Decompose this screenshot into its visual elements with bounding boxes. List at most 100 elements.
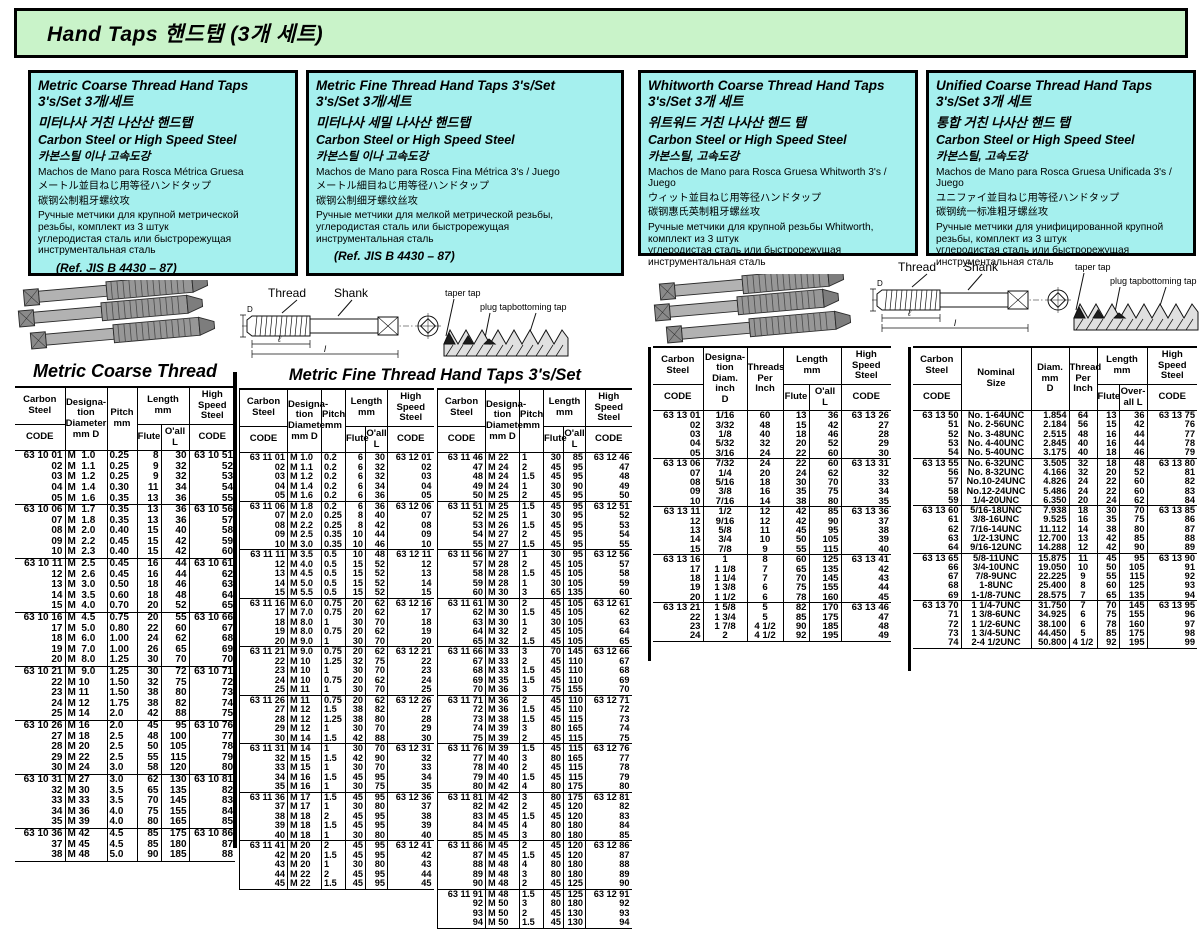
header-cell: CODE [840, 384, 892, 412]
cell: 45 [543, 840, 564, 851]
cell: 63 11 16 [239, 597, 288, 609]
cell: M 14 [287, 743, 322, 754]
cell: 89 [472, 869, 483, 879]
cell: 42 [345, 733, 366, 744]
table-row: 37 M 17 1 30 80 37 [240, 802, 434, 812]
cell: 1 [519, 452, 544, 463]
table-row: 69 M 35 1.5 45 110 69 [438, 675, 632, 686]
cell: 95 [562, 500, 586, 512]
cell: 96 [1146, 610, 1198, 620]
cell: 85 [1096, 628, 1119, 639]
cell: 32 [51, 785, 63, 796]
cell: 04 [387, 481, 434, 492]
plug-tap-label: plug tap [1110, 276, 1142, 286]
cell: 1 5/8 [702, 602, 747, 613]
cell: 145 [808, 574, 842, 584]
cell: 93 [585, 908, 632, 919]
table-row: 24 M 10 0.75 20 62 24 [240, 675, 434, 686]
cell: 1 [321, 830, 346, 841]
cell: M 17 [287, 791, 322, 803]
cell: 54 [472, 530, 483, 540]
header-cell: Over- all L [1118, 384, 1148, 412]
cell: 3 [519, 830, 544, 841]
cell: 2 [321, 811, 346, 822]
cell: 34 [364, 481, 388, 492]
cell: 02 [387, 462, 434, 473]
cell: 63 10 01 [23, 450, 63, 462]
cell: 55 [160, 612, 190, 624]
cell: 77 [585, 753, 632, 764]
cell: 175 [562, 782, 586, 793]
header-cell: High Speed Steel [387, 389, 434, 427]
cell: 43 [840, 574, 892, 584]
cell: 15 [51, 601, 63, 612]
cell: M 1.1 [287, 462, 322, 473]
cell: 30 [345, 860, 366, 870]
table-row: 63 10 21 M 9.0 1.25 30 72 63 10 71 [15, 665, 236, 678]
cell: 56 [1068, 420, 1097, 430]
table-row: 63 11 81 M 42 3 80 175 63 12 81 [437, 791, 632, 803]
cell: 1.5 [321, 879, 346, 890]
cell: 39 [387, 821, 434, 831]
cell: 8 [136, 450, 161, 462]
cell: 29 [840, 439, 892, 449]
table-row: 03 1/8 40 18 46 28 [653, 429, 892, 440]
header-cell: Carbon Steel [437, 389, 486, 427]
cell: 75 [472, 733, 483, 743]
cell: 180 [562, 821, 586, 831]
cell: 52 [472, 511, 483, 521]
cell: M 30 [485, 608, 520, 618]
cell: 63 11 51 [437, 500, 486, 512]
cell: 63 13 11 [653, 506, 703, 517]
table-row: 19 M 8.0 0.75 20 62 19 [240, 627, 434, 637]
cell: 63 12 01 [387, 452, 434, 463]
cell: 8 [345, 511, 366, 521]
cell: 45 [543, 694, 564, 706]
cell: 90 [364, 753, 388, 764]
header-cell: Thread Per Inch [1068, 347, 1101, 412]
cell: 32 [345, 656, 366, 667]
table-row: 07 M 1.8 0.35 13 36 57 [15, 515, 236, 527]
cell: 40 [746, 429, 783, 440]
table-row: 30 M 14 1.5 42 88 30 [240, 733, 434, 744]
table-row: 12 M 4.0 0.5 15 52 12 [240, 559, 434, 570]
cell: 65 [160, 644, 190, 656]
cell: 29 [274, 724, 285, 734]
table-row: 63 11 76 M 39 1.5 45 115 63 12 76 [437, 743, 632, 754]
cell: 6 [345, 452, 366, 463]
cell: 70 [364, 666, 388, 676]
table-row: 22 1 3/4 5 85 175 47 [653, 612, 892, 623]
cell: 115 [562, 733, 586, 744]
cell: 82 [782, 602, 809, 613]
cell: 50 [585, 491, 632, 502]
table-row: 04 5/32 32 20 52 29 [653, 439, 892, 449]
cell: 20 [345, 627, 366, 637]
cell: 45 [543, 743, 564, 754]
table-row: 77 M 40 3 80 165 77 [438, 753, 632, 764]
cell: 1.5 [519, 772, 544, 783]
cell: 0.80 [106, 623, 137, 635]
cell: 42 [1118, 420, 1148, 430]
cell: 32 [274, 753, 285, 763]
cell: M 45 [485, 811, 520, 822]
cell: 1.5 [519, 608, 544, 618]
cell: 160 [1118, 619, 1148, 629]
cell: 77 [188, 731, 236, 743]
cell: M 11 [287, 694, 322, 706]
cell: M 10 [287, 656, 322, 667]
cell: 48 [1118, 457, 1148, 468]
cell: 60 [585, 588, 632, 599]
cell: 90 [782, 622, 809, 632]
cell: 82 [188, 785, 236, 797]
cell: M 33 [64, 796, 107, 807]
cell: 1-8UNC [960, 581, 1031, 591]
cell: 45 [543, 472, 564, 482]
cell: 63 13 55 [913, 457, 961, 468]
cell: 95 [562, 511, 586, 521]
cell: 35 [1096, 515, 1119, 525]
cell: 12 [274, 559, 285, 569]
cell: 57 [585, 559, 632, 570]
cell: M 1.2 [64, 472, 107, 483]
whitworth-table: Carbon Steel Designa- tion Diam. inch D Th… [653, 346, 892, 642]
cell: 63 13 21 [653, 602, 703, 613]
